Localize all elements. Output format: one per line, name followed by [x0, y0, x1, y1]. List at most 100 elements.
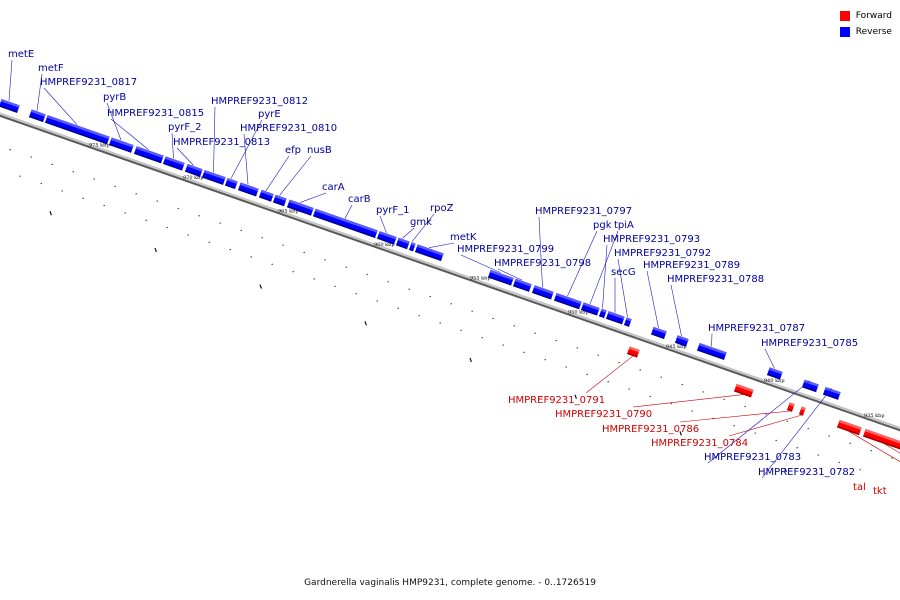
gene-shadow	[606, 317, 623, 325]
label-leader	[213, 106, 216, 173]
gene-shadow	[134, 152, 162, 164]
gene-shadow	[651, 333, 665, 339]
label-leader	[379, 215, 387, 233]
gene-highlight	[514, 278, 532, 287]
gene-highlight	[800, 406, 806, 411]
label-leader	[110, 118, 149, 150]
gene-highlight	[226, 178, 238, 184]
gene-block	[823, 386, 841, 400]
gene-shadow	[273, 200, 285, 207]
gene-block	[651, 326, 667, 339]
gene-highlight	[582, 302, 600, 311]
gene-highlight	[186, 164, 203, 172]
gene-highlight	[46, 115, 110, 140]
tick-label: 960 kbp	[374, 242, 395, 248]
label-leader	[567, 230, 598, 297]
gene-highlight	[838, 419, 862, 430]
gene-block	[109, 137, 134, 153]
gene-block	[45, 115, 110, 145]
gene-shadow	[675, 341, 687, 347]
gene-label: HMPREF9231_0787	[708, 323, 805, 334]
gene-block	[799, 406, 806, 416]
gene-shadow	[45, 121, 108, 145]
tick-dot	[784, 467, 787, 473]
gene-shadow	[287, 205, 312, 216]
label-leader	[460, 254, 501, 273]
label-leader	[243, 133, 249, 185]
label-leader	[848, 431, 900, 462]
label-leader	[711, 333, 713, 347]
gene-highlight	[864, 428, 900, 446]
gene-label: carB	[348, 194, 371, 205]
label-leaders	[8, 59, 900, 479]
gene-label: carA	[322, 182, 345, 193]
label-leader	[632, 394, 744, 408]
tick-label: 945 kbp	[666, 344, 687, 350]
gene-label: HMPREF9231_0799	[457, 244, 554, 255]
gene-highlight	[110, 137, 134, 148]
gene-label: metK	[450, 232, 477, 243]
label-leader	[585, 355, 634, 394]
gene-block	[675, 335, 689, 347]
gene-shadow	[599, 314, 605, 318]
gene-block	[134, 146, 164, 164]
gene-block	[0, 99, 20, 113]
gene-block	[287, 199, 314, 216]
gene-shadow	[313, 214, 376, 238]
gene-label: HMPREF9231_0792	[614, 248, 711, 259]
gene-shadow	[377, 237, 395, 245]
gene-highlight	[652, 326, 667, 334]
gene-highlight	[314, 208, 378, 233]
legend-item-reverse: Reverse	[839, 24, 892, 40]
tick-label: 940 kbp	[764, 378, 785, 384]
gene-label: pyrB	[103, 92, 126, 103]
gene-label: efp	[285, 145, 301, 156]
gene-block	[734, 383, 754, 398]
gene-block	[697, 342, 727, 360]
gene-block	[863, 428, 900, 451]
gene-label: HMPREF9231_0797	[535, 206, 632, 217]
tick-dots	[9, 149, 893, 473]
gene-shadow	[259, 196, 272, 202]
legend: Forward Reverse	[839, 8, 892, 40]
gene-shadow	[697, 349, 725, 360]
gene-label: HMPREF9231_0817	[40, 77, 137, 88]
gene-label: HMPREF9231_0815	[107, 108, 204, 119]
label-leader	[602, 244, 608, 309]
gene-shadow	[581, 308, 598, 316]
gene-highlight	[788, 402, 795, 407]
gene-label: pgk	[593, 220, 612, 231]
gene-block	[767, 367, 783, 380]
tick-labels: 975 kbp 970 kbp 965 kbp 960 kbp 955 kbp 950 k…	[89, 142, 885, 419]
gene-label: gmk	[410, 217, 432, 228]
tick-dot	[469, 357, 472, 363]
gene-block	[606, 311, 625, 325]
gene-label: tpiA	[614, 220, 634, 231]
tick-dot	[154, 247, 157, 253]
gene-highlight	[607, 311, 625, 320]
tick-dot	[364, 321, 367, 326]
label-leader	[679, 410, 791, 423]
gene-block	[624, 317, 632, 327]
gene-label: HMPREF9231_0783	[704, 452, 801, 463]
gene-label: pyrF_1	[376, 205, 410, 216]
gene-highlight	[768, 367, 783, 375]
tick-label: 975 kbp	[89, 142, 110, 148]
label-leader	[344, 204, 353, 219]
gene-features	[0, 99, 900, 451]
gene-block	[488, 269, 514, 286]
gene-highlight	[135, 146, 164, 158]
label-leader	[8, 59, 13, 101]
gene-label: metE	[8, 49, 34, 60]
gene-labels: metE metF HMPREF9231_0817 pyrB HMPREF9231_08…	[8, 49, 887, 497]
gene-label: HMPREF9231_0791	[508, 395, 605, 406]
gene-highlight	[600, 308, 607, 313]
gene-label: HMPREF9231_0785	[761, 338, 858, 349]
label-leader	[171, 132, 174, 159]
genome-backbone	[0, 112, 900, 432]
gene-shadow	[396, 243, 408, 250]
label-leader	[761, 388, 832, 479]
legend-reverse-label: Reverse	[855, 27, 892, 37]
figure-caption: Gardnerella vaginalis HMP9231, complete …	[304, 578, 596, 588]
